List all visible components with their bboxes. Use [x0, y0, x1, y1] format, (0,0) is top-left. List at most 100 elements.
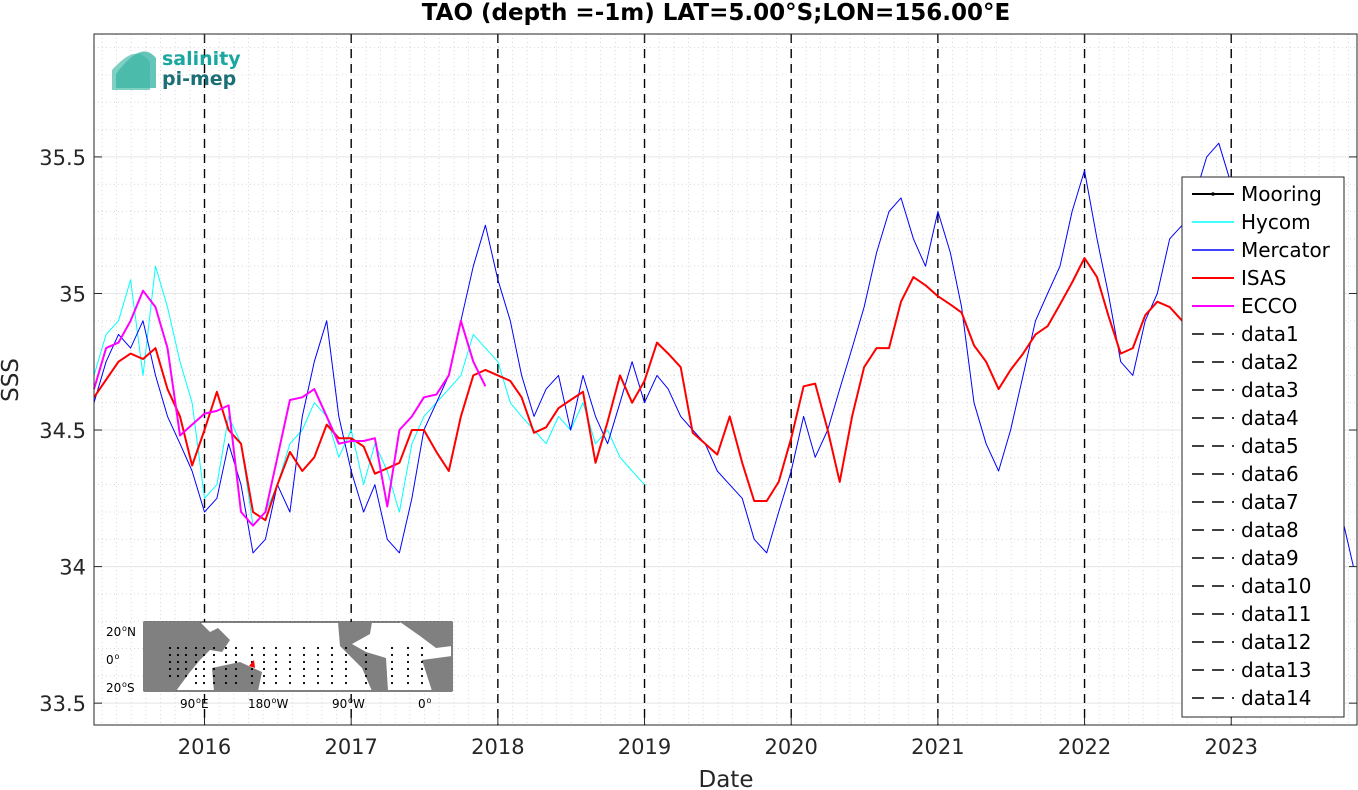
legend-label-data13: data13 — [1241, 658, 1312, 682]
mooring-dot — [224, 646, 228, 650]
mooring-dot — [184, 660, 188, 664]
mooring-dot — [406, 646, 410, 650]
legend-label-data2: data2 — [1241, 350, 1299, 374]
mooring-dot — [176, 667, 180, 671]
mooring-dot — [330, 653, 334, 657]
mooring-dot — [250, 667, 254, 671]
mooring-dot — [234, 681, 238, 685]
mooring-dot — [224, 674, 228, 678]
mooring-dot — [168, 646, 172, 650]
mooring-array-dots — [168, 646, 424, 685]
land-africa-asia-shape — [144, 622, 230, 691]
mooring-dot — [288, 681, 292, 685]
mooring-dot — [364, 660, 368, 664]
mooring-dot — [420, 653, 424, 657]
mooring-dot — [316, 646, 320, 650]
mooring-dot — [184, 653, 188, 657]
inset-degree-mark: o — [272, 696, 277, 705]
inset-lon-label: 180 — [248, 697, 271, 711]
mooring-dot — [194, 653, 198, 657]
mooring-dot — [364, 667, 368, 671]
series-mercator — [93, 142, 1354, 567]
legend-marker-dot — [1211, 192, 1215, 196]
mooring-dot — [184, 667, 188, 671]
series-lines — [93, 142, 1354, 567]
mooring-dot — [288, 653, 292, 657]
inset-lon-label: 90 — [332, 697, 347, 711]
mooring-dot — [184, 646, 188, 650]
legend-label-data11: data11 — [1241, 602, 1312, 626]
inset-degree-mark: o — [427, 696, 432, 705]
mooring-dot — [406, 681, 410, 685]
mooring-dot — [330, 681, 334, 685]
inset-degree-mark: o — [196, 696, 201, 705]
series-hycom — [93, 265, 645, 527]
mooring-dot — [364, 681, 368, 685]
mooring-dot — [212, 667, 216, 671]
mooring-dot — [390, 660, 394, 664]
inset-lat-suffix: N — [127, 625, 136, 639]
mooring-dot — [390, 681, 394, 685]
mooring-dot — [330, 674, 334, 678]
mooring-dot — [406, 674, 410, 678]
mooring-dot — [420, 660, 424, 664]
mooring-dot — [168, 653, 172, 657]
mooring-dot — [406, 667, 410, 671]
mooring-dot — [274, 653, 278, 657]
mooring-dot — [420, 681, 424, 685]
mooring-dot — [274, 646, 278, 650]
mooring-dot — [224, 681, 228, 685]
mooring-dot — [234, 646, 238, 650]
legend-label-data10: data10 — [1241, 574, 1312, 598]
mooring-dot — [316, 667, 320, 671]
x-tick-label: 2022 — [1058, 735, 1111, 759]
x-tick-label: 2019 — [618, 735, 671, 759]
mooring-dot — [302, 674, 306, 678]
inset-degree-mark: o — [122, 680, 127, 689]
legend-label-hycom: Hycom — [1241, 210, 1311, 234]
y-tick-label: 35 — [59, 282, 86, 306]
mooring-dot — [302, 667, 306, 671]
x-tick-label: 2016 — [178, 735, 231, 759]
mooring-dot — [344, 674, 348, 678]
mooring-dot — [330, 646, 334, 650]
y-axis-label: SSS — [0, 358, 24, 402]
mooring-dot — [330, 667, 334, 671]
x-tick-label: 2017 — [324, 735, 377, 759]
mooring-dot — [212, 646, 216, 650]
mooring-dot — [344, 667, 348, 671]
inset-degree-mark: o — [122, 624, 127, 633]
land-australia-shape — [212, 662, 262, 691]
mooring-dot — [212, 660, 216, 664]
mooring-dot — [288, 646, 292, 650]
legend-box — [1181, 176, 1345, 718]
mooring-dot — [302, 660, 306, 664]
mooring-dot — [234, 674, 238, 678]
inset-lat-label: 20 — [106, 681, 121, 695]
mooring-dot — [194, 681, 198, 685]
mooring-dot — [288, 667, 292, 671]
mooring-dot — [288, 660, 292, 664]
legend-label-data4: data4 — [1241, 406, 1299, 430]
mooring-dot — [176, 660, 180, 664]
mooring-dot — [194, 660, 198, 664]
legend-label-mooring: Mooring — [1241, 182, 1322, 206]
mooring-dot — [316, 653, 320, 657]
y-tick-label: 35.5 — [39, 146, 86, 170]
mooring-dot — [344, 646, 348, 650]
mooring-dot — [390, 667, 394, 671]
mooring-dot — [364, 646, 368, 650]
legend-label-data6: data6 — [1241, 462, 1299, 486]
mooring-dot — [250, 646, 254, 650]
legend-label-isas: ISAS — [1241, 266, 1286, 290]
mooring-dot — [364, 653, 368, 657]
mooring-dot — [364, 674, 368, 678]
salinity-pi-mep-logo: salinity pi-mep — [112, 48, 241, 90]
mooring-dot — [262, 653, 266, 657]
mooring-dot — [234, 667, 238, 671]
mooring-dot — [390, 646, 394, 650]
mooring-dot — [194, 667, 198, 671]
y-tick-label: 34 — [59, 556, 86, 580]
legend-label-data7: data7 — [1241, 490, 1299, 514]
mooring-dot — [262, 667, 266, 671]
